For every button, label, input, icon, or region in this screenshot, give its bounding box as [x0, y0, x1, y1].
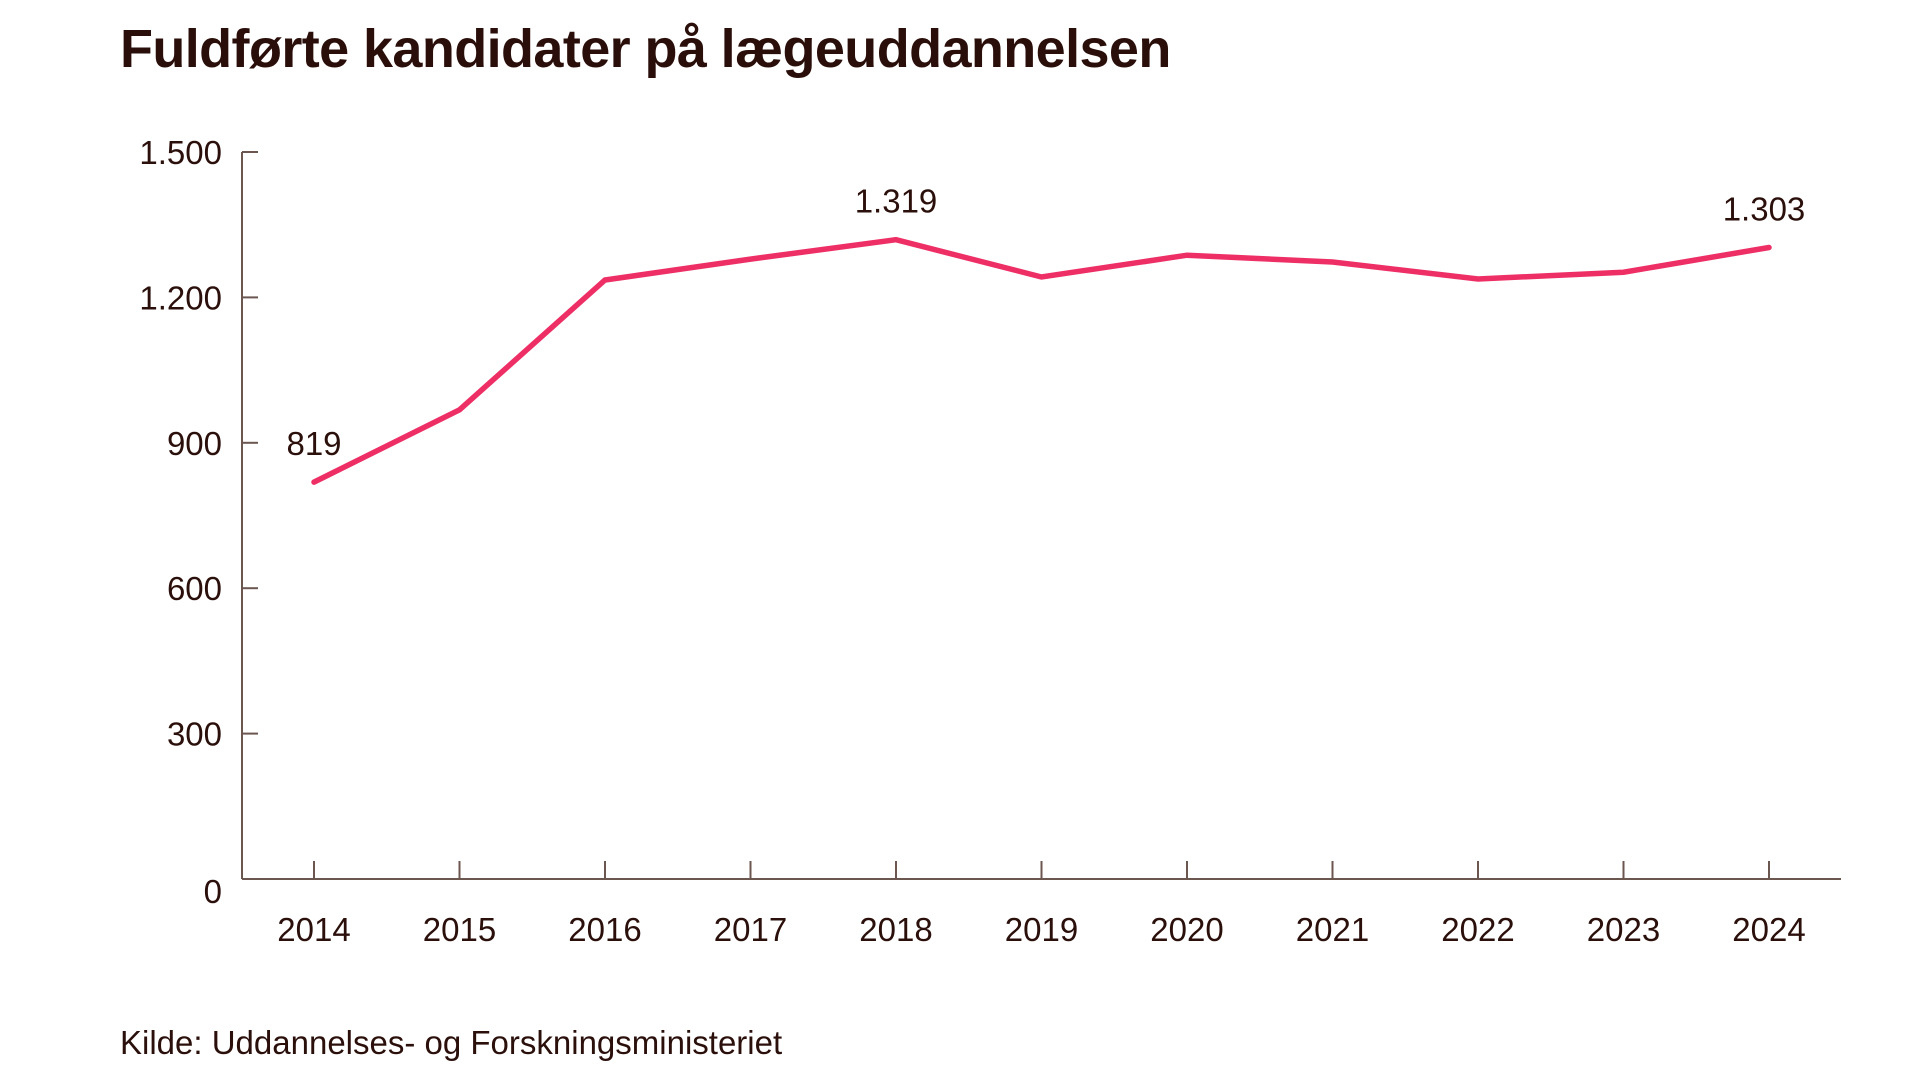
data-point-2017	[748, 256, 754, 262]
data-labels: 819 1.319 1.303	[286, 183, 1805, 462]
y-tick-label: 0	[204, 873, 222, 910]
data-point-2022	[1475, 276, 1481, 282]
y-tick-label: 1.200	[139, 279, 222, 316]
data-point-2016	[602, 277, 608, 283]
source-note: Kilde: Uddannelses- og Forskningsministe…	[120, 1024, 783, 1061]
series-line	[311, 236, 1772, 485]
y-tick-label: 1.500	[139, 134, 222, 171]
x-tick-label: 2017	[714, 911, 787, 948]
y-tick-label: 600	[167, 570, 222, 607]
x-tick-label: 2018	[859, 911, 932, 948]
data-point-2020	[1184, 252, 1190, 258]
data-point-2023	[1621, 269, 1627, 275]
data-point-2019	[1039, 274, 1045, 280]
chart-title: Fuldførte kandidater på lægeuddannelsen	[120, 19, 1171, 79]
x-axis: 2014 2015 2016 2017 2018 2019 2020 2021 2022 2023…	[242, 861, 1841, 948]
x-tick-label: 2020	[1150, 911, 1223, 948]
x-tick-label: 2014	[277, 911, 350, 948]
data-point-2024	[1766, 244, 1772, 250]
series-group	[311, 236, 1772, 485]
x-tick-label: 2021	[1296, 911, 1369, 948]
x-tick-label: 2016	[568, 911, 641, 948]
data-label-2024: 1.303	[1723, 190, 1806, 227]
x-tick-label: 2024	[1732, 911, 1805, 948]
y-tick-label: 900	[167, 425, 222, 462]
x-tick-label: 2019	[1005, 911, 1078, 948]
y-axis: 0 300 600 900 1.200 1.500	[139, 134, 258, 910]
y-tick-label: 300	[167, 716, 222, 753]
x-tick-label: 2015	[423, 911, 496, 948]
data-point-2018	[893, 237, 899, 243]
x-tick-label: 2023	[1587, 911, 1660, 948]
data-label-2014: 819	[286, 425, 341, 462]
data-point-2014	[311, 479, 317, 485]
data-label-2018: 1.319	[855, 183, 938, 220]
x-tick-label: 2022	[1441, 911, 1514, 948]
data-point-2021	[1330, 259, 1336, 265]
data-point-2015	[457, 407, 463, 413]
